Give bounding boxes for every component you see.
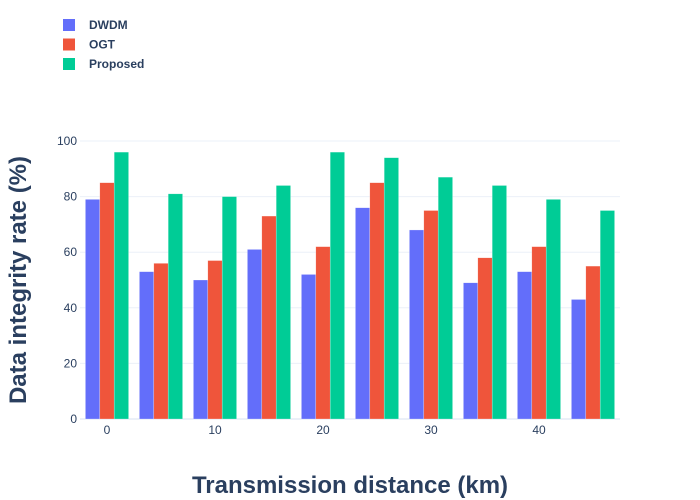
x-tick-label: 20	[316, 423, 330, 437]
bar-dwdm-15	[247, 249, 263, 420]
bar-ogt-35	[477, 257, 493, 420]
bar-proposed-0	[113, 151, 129, 420]
bar-proposed-35	[491, 185, 507, 420]
y-tick-label: 80	[64, 190, 78, 204]
bar-ogt-45	[585, 265, 601, 420]
bar-dwdm-45	[571, 299, 587, 420]
legend-swatch	[63, 19, 75, 31]
bar-dwdm-35	[463, 282, 479, 420]
bars	[85, 151, 615, 420]
y-axis-ticks: 0 20 40 60 80 100	[57, 134, 77, 426]
bar-proposed-15	[275, 185, 291, 420]
y-tick-label: 100	[57, 134, 77, 148]
bar-ogt-10	[207, 260, 223, 420]
bar-ogt-25	[369, 182, 385, 420]
x-tick-label: 30	[424, 423, 438, 437]
bar-ogt-0	[99, 182, 115, 420]
bar-proposed-45	[599, 210, 615, 420]
legend-label: DWDM	[89, 18, 128, 32]
bar-proposed-25	[383, 157, 399, 420]
bar-ogt-5	[153, 263, 169, 420]
legend-label: Proposed	[89, 57, 144, 71]
bar-dwdm-10	[193, 279, 209, 420]
legend[interactable]: DWDM OGT Proposed	[63, 18, 144, 71]
y-axis-title: Data integrity rate (%)	[5, 156, 32, 404]
legend-swatch	[63, 58, 75, 70]
bar-proposed-20	[329, 151, 345, 420]
y-tick-label: 40	[64, 301, 78, 315]
legend-item-proposed[interactable]: Proposed	[63, 57, 144, 71]
y-tick-label: 20	[64, 356, 78, 370]
bar-ogt-20	[315, 246, 331, 420]
bar-ogt-40	[531, 246, 547, 420]
bar-ogt-30	[423, 210, 439, 420]
x-tick-label: 10	[208, 423, 222, 437]
bar-proposed-40	[545, 199, 561, 420]
bar-dwdm-0	[85, 199, 101, 420]
bar-ogt-15	[261, 215, 277, 420]
bar-proposed-5	[167, 193, 183, 420]
x-tick-label: 40	[532, 423, 546, 437]
x-axis-title: Transmission distance (km)	[192, 472, 508, 499]
bar-dwdm-20	[301, 274, 317, 420]
legend-label: OGT	[89, 38, 116, 52]
bar-dwdm-25	[355, 207, 371, 420]
y-tick-label: 60	[64, 245, 78, 259]
y-tick-label: 0	[70, 412, 77, 426]
bar-dwdm-40	[517, 271, 533, 420]
x-axis-ticks: 0 10 20 30 40	[104, 423, 546, 437]
bar-dwdm-5	[139, 271, 155, 420]
x-tick-label: 0	[104, 423, 111, 437]
bar-proposed-10	[221, 196, 237, 420]
legend-item-dwdm[interactable]: DWDM	[63, 18, 128, 32]
legend-swatch	[63, 38, 75, 51]
bar-dwdm-30	[409, 229, 425, 420]
legend-item-ogt[interactable]: OGT	[63, 38, 116, 52]
bar-proposed-30	[437, 176, 453, 420]
